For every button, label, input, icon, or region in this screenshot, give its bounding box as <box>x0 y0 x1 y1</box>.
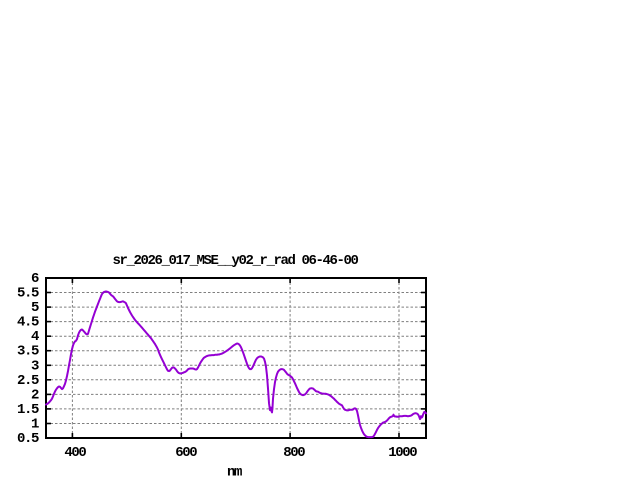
svg-text:4.5: 4.5 <box>17 315 39 331</box>
svg-text:400: 400 <box>64 445 86 461</box>
svg-text:3.5: 3.5 <box>17 344 39 360</box>
svg-text:2: 2 <box>31 387 39 403</box>
svg-text:sr_2026_017_MSE__y02_r_rad 06-: sr_2026_017_MSE__y02_r_rad 06-46-00 <box>112 253 358 269</box>
svg-text:6: 6 <box>31 271 39 287</box>
svg-text:2.5: 2.5 <box>17 373 39 389</box>
svg-text:800: 800 <box>283 445 305 461</box>
svg-text:4: 4 <box>31 329 39 345</box>
svg-text:5: 5 <box>31 300 39 316</box>
svg-text:3: 3 <box>31 358 39 374</box>
svg-text:1000: 1000 <box>388 445 417 461</box>
svg-text:600: 600 <box>175 445 197 461</box>
svg-text:0.5: 0.5 <box>17 431 39 447</box>
svg-text:nm: nm <box>227 465 242 480</box>
svg-text:1.5: 1.5 <box>17 402 39 418</box>
svg-text:5.5: 5.5 <box>17 286 39 302</box>
svg-text:1: 1 <box>31 417 39 433</box>
